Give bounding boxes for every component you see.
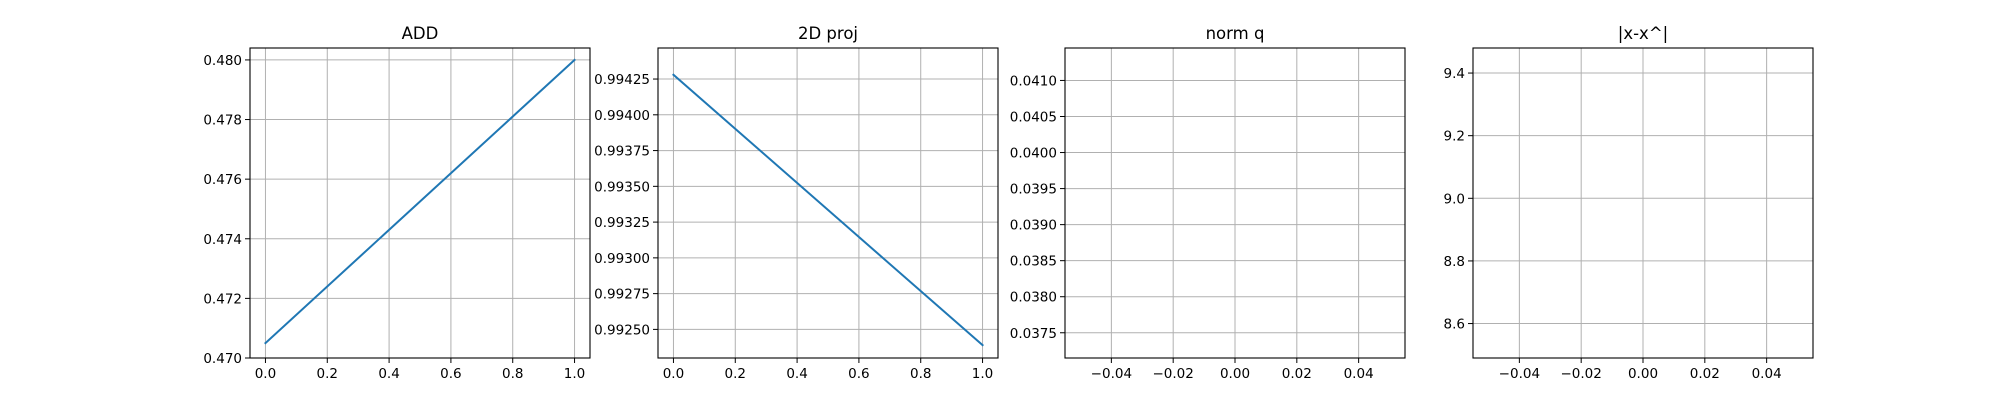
x-tick-label: −0.02 — [1152, 366, 1193, 382]
x-tick-label: 0.02 — [1282, 366, 1312, 382]
x-tick-label: 1.0 — [972, 366, 993, 382]
x-tick-label: 0.00 — [1628, 366, 1658, 382]
y-tick-label: 0.0380 — [1010, 290, 1057, 306]
y-tick-label: 0.0410 — [1010, 73, 1057, 89]
panel-title: 2D proj — [798, 24, 858, 43]
y-tick-label: 0.472 — [203, 291, 242, 307]
y-tick-label: 0.0375 — [1010, 326, 1057, 342]
x-tick-label: 0.6 — [440, 366, 461, 382]
y-tick-label: 0.474 — [203, 232, 242, 248]
y-tick-label: 0.470 — [203, 351, 242, 367]
axes-frame — [657, 47, 999, 359]
series-line — [672, 73, 984, 347]
axes-frame — [249, 47, 591, 359]
y-tick-label: 0.0395 — [1010, 182, 1057, 198]
y-tick-label: 9.4 — [1444, 66, 1465, 82]
panel-add: ADD 0.0 0.2 0.4 0.6 0.8 1.0 0.470 0.472 0.474 0.4… — [203, 24, 591, 382]
x-tick-label: 0.6 — [848, 366, 869, 382]
x-tick-label: 0.04 — [1344, 366, 1374, 382]
y-tick-label: 0.99400 — [594, 108, 650, 124]
x-tick-label: 1.0 — [564, 366, 585, 382]
y-tick-label: 0.0405 — [1010, 109, 1057, 125]
y-tick-label: 8.6 — [1444, 317, 1465, 333]
x-tick-label: 0.2 — [317, 366, 338, 382]
x-tick-label: 0.0 — [255, 366, 276, 382]
y-tick-label: 0.99300 — [594, 251, 650, 267]
x-tick-label: 0.8 — [502, 366, 523, 382]
y-tick-label: 0.99275 — [594, 287, 650, 303]
y-tick-label: 0.476 — [203, 172, 242, 188]
y-tick-label: 0.0400 — [1010, 146, 1057, 162]
y-tick-label: 9.2 — [1444, 129, 1465, 145]
panel-x-error: |x-x^| −0.04 −0.02 0.00 0.02 0.04 8.6 8.8 9.0 9.… — [1444, 24, 1814, 382]
panel-norm-q: norm q −0.04 −0.02 0.00 0.02 0.04 0.0375 0.038… — [1010, 24, 1406, 382]
y-tick-label: 9.0 — [1444, 191, 1465, 207]
y-tick-label: 0.99375 — [594, 144, 650, 160]
x-tick-label: 0.4 — [786, 366, 807, 382]
x-tick-label: −0.02 — [1560, 366, 1601, 382]
x-tick-label: 0.8 — [910, 366, 931, 382]
series-line — [264, 58, 576, 345]
x-tick-label: 0.4 — [378, 366, 399, 382]
panel-title: norm q — [1206, 24, 1265, 43]
x-tick-label: −0.04 — [1499, 366, 1540, 382]
y-tick-label: 0.99325 — [594, 215, 650, 231]
y-tick-label: 0.480 — [203, 53, 242, 69]
x-tick-label: 0.02 — [1690, 366, 1720, 382]
panel-2d-proj: 2D proj 0.0 0.2 0.4 0.6 0.8 1.0 0.99250 0.99275… — [594, 24, 999, 382]
y-tick-label: 0.99250 — [594, 322, 650, 338]
x-tick-label: 0.2 — [725, 366, 746, 382]
panel-title: |x-x^| — [1618, 24, 1668, 43]
x-tick-label: 0.0 — [663, 366, 684, 382]
y-tick-label: 8.8 — [1444, 254, 1465, 270]
panel-title: ADD — [402, 24, 439, 43]
y-tick-label: 0.99425 — [594, 72, 650, 88]
x-tick-label: 0.00 — [1220, 366, 1250, 382]
y-tick-label: 0.478 — [203, 113, 242, 129]
x-tick-label: 0.04 — [1752, 366, 1782, 382]
x-tick-label: −0.04 — [1091, 366, 1132, 382]
y-tick-label: 0.0390 — [1010, 218, 1057, 234]
y-tick-label: 0.0385 — [1010, 254, 1057, 270]
y-tick-label: 0.99350 — [594, 179, 650, 195]
